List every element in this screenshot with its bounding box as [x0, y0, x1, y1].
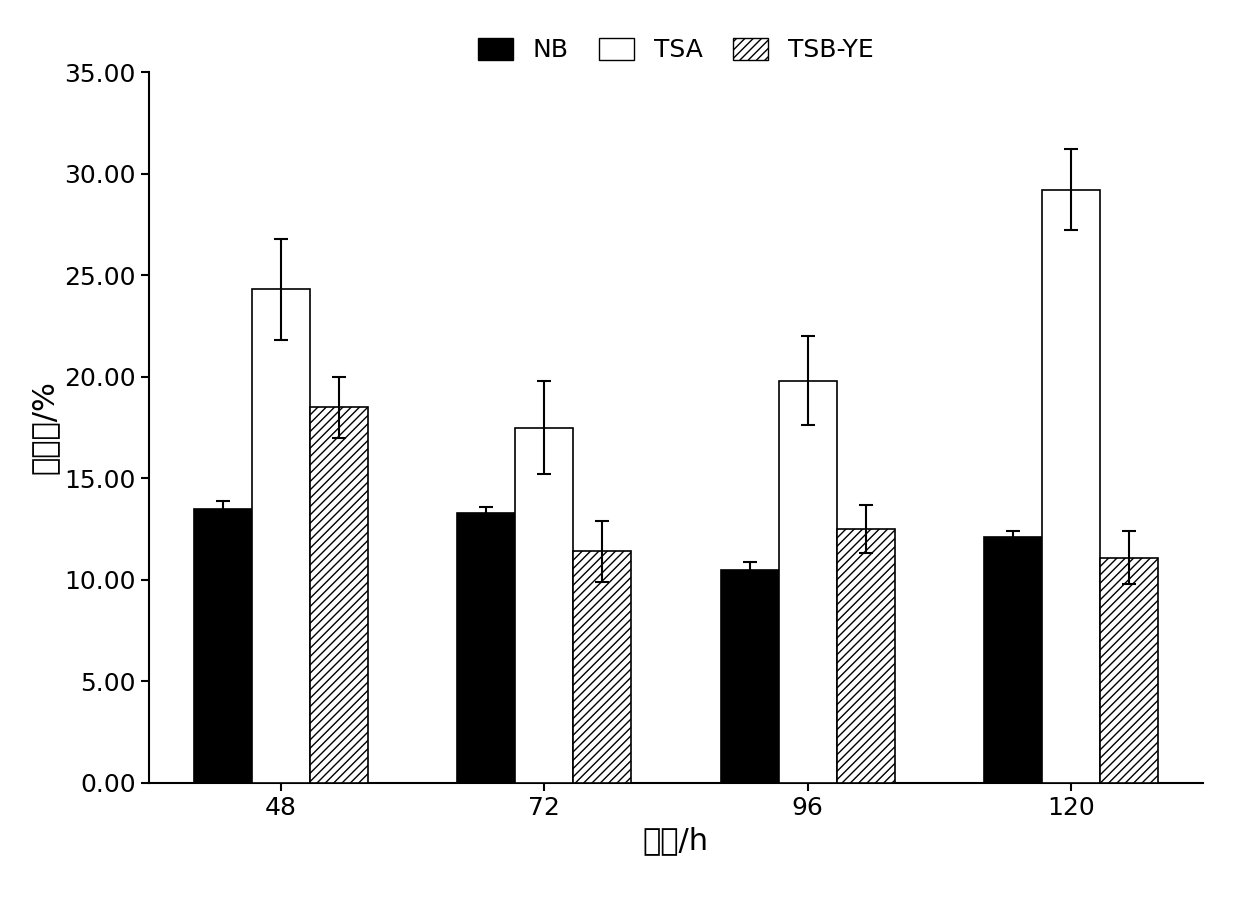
Bar	[573, 552, 631, 783]
Bar	[193, 508, 252, 783]
Bar	[515, 428, 573, 783]
X-axis label: 时间/h: 时间/h	[642, 826, 709, 855]
Bar	[252, 290, 310, 783]
Y-axis label: 抑菌率/%: 抑菌率/%	[30, 381, 58, 474]
Bar	[779, 381, 837, 783]
Legend: NB, TSA, TSB-YE: NB, TSA, TSB-YE	[467, 28, 884, 72]
Bar	[458, 513, 515, 783]
Bar	[1042, 190, 1100, 783]
Bar	[837, 529, 894, 783]
Bar	[720, 570, 779, 783]
Bar	[1100, 557, 1158, 783]
Bar	[985, 537, 1042, 783]
Bar	[310, 407, 367, 783]
